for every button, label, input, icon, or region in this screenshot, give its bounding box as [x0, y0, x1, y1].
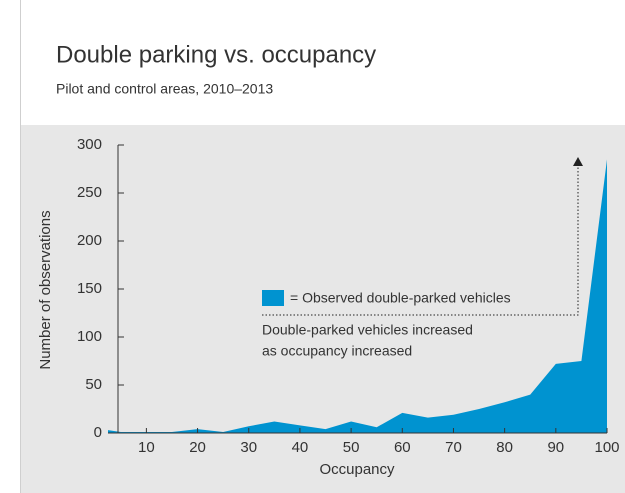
- annotation: as occupancy increased: [262, 343, 412, 359]
- x-tick-label: 30: [240, 439, 257, 456]
- y-tick-label: 250: [77, 184, 102, 201]
- x-tick-label: 50: [343, 439, 360, 456]
- y-tick-label: 100: [77, 328, 102, 345]
- x-tick-label: 80: [496, 439, 513, 456]
- arrow: [262, 162, 579, 316]
- x-tick-label: 70: [445, 439, 462, 456]
- legend-swatch: [262, 290, 284, 306]
- x-tick-label: 10: [138, 439, 155, 456]
- arrowhead: [573, 157, 583, 166]
- y-tick-label: 150: [77, 280, 102, 297]
- chart-title: Double parking vs. occupancy: [56, 41, 376, 68]
- area: [108, 159, 607, 433]
- x-tick-label: 40: [292, 439, 309, 456]
- x-axis-label: Occupancy: [319, 461, 395, 478]
- y-tick-label: 200: [77, 232, 102, 249]
- x-tick-label: 20: [189, 439, 206, 456]
- x-tick-label: 100: [594, 439, 619, 456]
- x-tick-label: 90: [547, 439, 564, 456]
- y-tick-label: 50: [85, 376, 102, 393]
- y-axis-label: Number of observations: [37, 210, 54, 369]
- annotation: Double-parked vehicles increased: [262, 322, 473, 338]
- y-tick-label: 300: [77, 136, 102, 153]
- panel: [20, 125, 625, 493]
- chart-subtitle: Pilot and control areas, 2010–2013: [56, 81, 273, 97]
- y-tick-label: 0: [94, 424, 102, 441]
- legend-label: = Observed double-parked vehicles: [290, 290, 511, 306]
- x-tick-label: 60: [394, 439, 411, 456]
